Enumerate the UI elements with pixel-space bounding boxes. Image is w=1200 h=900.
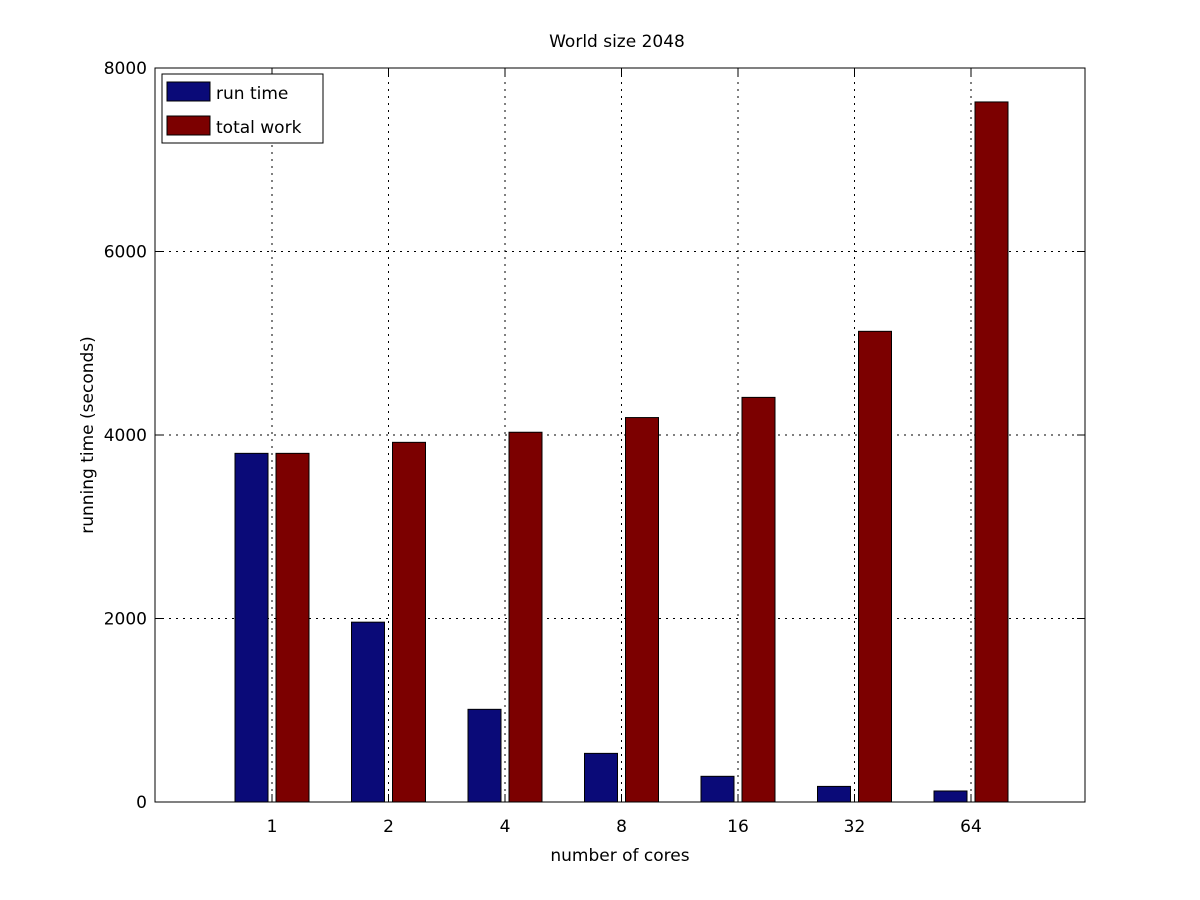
x-tick-label: 4	[500, 817, 511, 837]
legend: run time total work	[161, 73, 324, 144]
bar-total-work-64	[974, 101, 1009, 803]
bar-run-time-8	[584, 752, 618, 803]
y-tick-label: 6000	[104, 243, 147, 263]
bar-total-work-4	[508, 431, 543, 803]
x-tick-label: 8	[616, 817, 627, 837]
bar-run-time-64	[933, 790, 968, 803]
y-tick-label: 8000	[104, 59, 147, 79]
x-tick-label: 16	[727, 817, 749, 837]
x-tick-label: 64	[960, 817, 982, 837]
legend-label-run-time: run time	[216, 84, 288, 104]
legend-label-total-work: total work	[216, 118, 302, 138]
bar-total-work-16	[741, 396, 776, 803]
bar-run-time-16	[700, 775, 735, 803]
y-axis-label: running time (seconds)	[78, 336, 98, 534]
bar-total-work-2	[392, 441, 426, 803]
bar-run-time-32	[817, 785, 851, 803]
x-tick-label: 1	[267, 817, 278, 837]
bar-run-time-4	[467, 708, 502, 803]
y-tick-label: 0	[136, 793, 147, 813]
grid	[155, 68, 1085, 802]
chart-title: World size 2048	[549, 32, 685, 52]
bar-total-work-1	[275, 452, 310, 803]
ticks: 0 2000 4000 6000 8000 1 2 4 8 16 32 64	[104, 59, 1085, 837]
y-tick-label: 2000	[104, 610, 147, 630]
x-tick-label: 2	[383, 817, 394, 837]
y-tick-label: 4000	[104, 426, 147, 446]
bar-run-time-2	[351, 621, 385, 803]
x-axis-label: number of cores	[550, 846, 689, 866]
bar-run-time-1	[234, 452, 269, 803]
legend-swatch-run-time	[166, 81, 211, 102]
bar-total-work-8	[625, 417, 659, 803]
legend-swatch-total-work	[166, 115, 211, 136]
x-tick-label: 32	[844, 817, 866, 837]
bar-total-work-32	[858, 330, 892, 803]
